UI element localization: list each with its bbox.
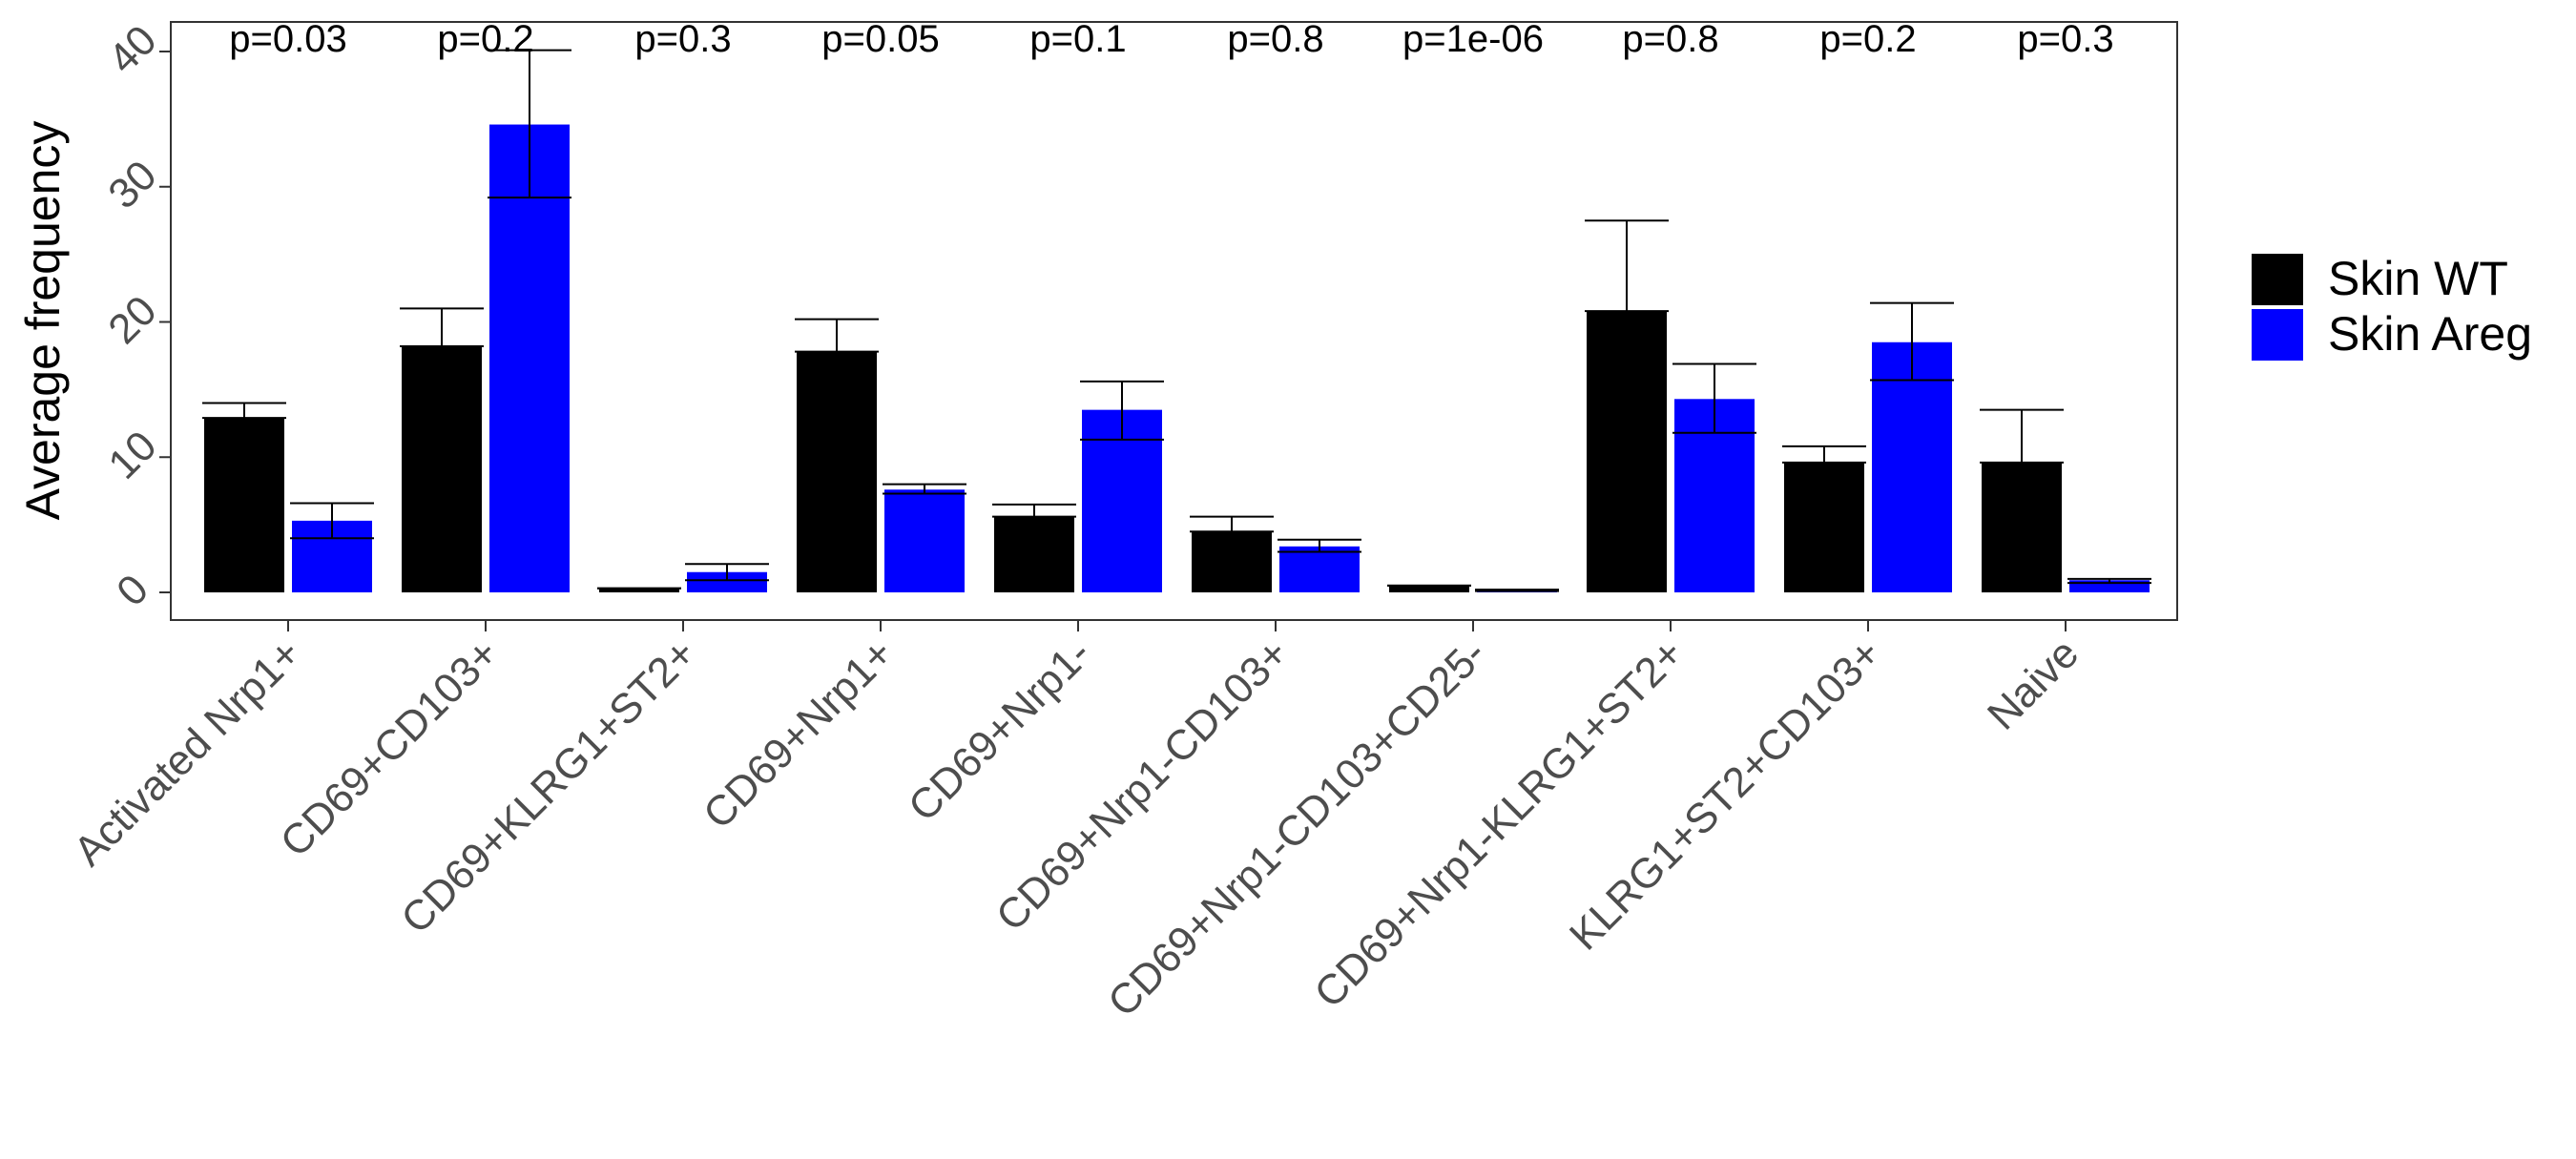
legend-item-skin-areg: Skin Areg (2252, 307, 2532, 361)
y-axis-title: Average frequency (16, 121, 70, 521)
bar-skin-wt (1587, 311, 1667, 592)
error-bar (1782, 445, 1866, 464)
error-bar (1585, 219, 1669, 313)
bar-skin-areg (687, 571, 767, 592)
p-value-label: p=0.8 (1622, 18, 1718, 60)
legend-swatch (2252, 309, 2303, 361)
x-tick-label: CD69+Nrp1+ (695, 630, 903, 838)
bar-skin-wt (994, 516, 1074, 592)
bar-skin-wt (1784, 462, 1864, 592)
bar-skin-wt (204, 418, 284, 592)
p-value-label: p=0.03 (229, 18, 346, 60)
p-value-label: p=0.1 (1029, 18, 1126, 60)
error-bar (1980, 408, 2064, 464)
y-tick-label: 40 (99, 16, 165, 82)
y-tick-label: 30 (99, 152, 165, 217)
error-bar (2067, 577, 2151, 585)
bar-skin-wt (1389, 585, 1469, 592)
legend-label: Skin WT (2328, 252, 2508, 305)
bar-skin-wt (1982, 462, 2062, 592)
p-value-label: p=0.2 (1819, 18, 1916, 60)
error-bar (1190, 515, 1274, 533)
bars-layer (204, 124, 2150, 593)
p-value-label: p=0.8 (1227, 18, 1323, 60)
p-value-label: p=0.3 (634, 18, 731, 60)
p-value-label: p=0.2 (437, 18, 533, 60)
bar-skin-areg (1279, 546, 1360, 592)
y-tick-label: 0 (108, 566, 157, 615)
legend-swatch (2252, 254, 2303, 305)
error-bar (1080, 380, 1164, 441)
y-axis: 0 10 20 30 40 (99, 16, 171, 615)
error-bar (1278, 538, 1361, 553)
x-tick-label: CD69+Nrp1-CD103+CD25- (1099, 630, 1495, 1025)
bar-skin-wt (797, 351, 877, 592)
pvalue-layer: p=0.03 p=0.2 p=0.3 p=0.05 p=0.1 p=0.8 p=1e-06 p… (229, 18, 2113, 60)
x-tick-label: CD69+Nrp1- (900, 630, 1100, 830)
bar-skin-wt (1192, 531, 1272, 592)
legend-label: Skin Areg (2328, 307, 2532, 361)
legend-item-skin-wt: Skin WT (2252, 252, 2508, 305)
x-tick-label: Naive (1979, 630, 2088, 738)
error-bar (400, 307, 484, 348)
error-bar (1870, 301, 1954, 382)
p-value-label: p=0.3 (2017, 18, 2113, 60)
error-bar (992, 503, 1076, 518)
p-value-label: p=1e-06 (1402, 18, 1544, 60)
y-tick-label: 20 (99, 287, 165, 353)
error-bar (488, 49, 571, 199)
y-tick-label: 10 (99, 423, 165, 488)
bar-skin-areg (1872, 341, 1952, 592)
error-bar (795, 318, 879, 353)
error-bar (883, 483, 966, 495)
bar-skin-wt (402, 346, 482, 592)
error-bar (685, 563, 769, 582)
errorbars-layer (202, 49, 2151, 592)
x-tick-label: CD69+Nrp1-KLRG1+ST2+ (1305, 630, 1693, 1017)
bar-skin-areg (489, 124, 570, 593)
error-bar (202, 402, 286, 420)
error-bar (1672, 362, 1756, 434)
p-value-label: p=0.05 (821, 18, 939, 60)
bar-skin-wt (599, 588, 679, 592)
x-tick-label: Activated Nrp1+ (65, 630, 310, 875)
error-bar (290, 502, 374, 540)
x-axis: Activated Nrp1+CD69+CD103+CD69+KLRG1+ST2… (65, 620, 2088, 1026)
bar-skin-areg (884, 489, 965, 592)
